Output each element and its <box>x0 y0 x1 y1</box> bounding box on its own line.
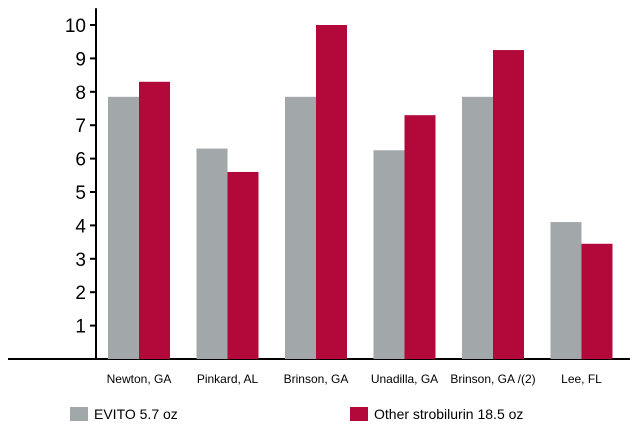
y-tick-label: 6 <box>75 150 86 171</box>
legend-swatch-other-strobilurin <box>350 407 368 421</box>
bar <box>404 115 436 360</box>
x-tick-label: Brinson, GA <box>284 372 349 386</box>
x-tick-label: Brinson, GA /(2) <box>450 372 535 386</box>
y-tick-label: 10 <box>65 16 86 37</box>
legend-item-other-strobilurin: Other strobilurin 18.5 oz <box>350 404 523 424</box>
legend-item-evito: EVITO 5.7 oz <box>70 404 178 424</box>
x-tick-label: Newton, GA <box>107 372 172 386</box>
bar <box>550 222 582 359</box>
legend-swatch-evito <box>70 407 88 421</box>
y-axis-ticks: 1 2 3 4 5 6 7 8 9 10 <box>65 16 96 338</box>
bar <box>373 150 405 359</box>
x-tick-label: Lee, FL <box>561 372 602 386</box>
x-tick-label: Pinkard, AL <box>197 372 259 386</box>
y-tick-label: 3 <box>75 250 86 271</box>
bar <box>462 96 493 359</box>
bar <box>227 171 259 359</box>
y-tick-label: 4 <box>75 216 86 237</box>
y-tick-label: 8 <box>75 83 86 104</box>
bar <box>285 96 316 359</box>
y-tick-label: 5 <box>75 183 86 204</box>
bar <box>581 243 613 359</box>
bar <box>139 81 170 359</box>
bar <box>196 148 228 359</box>
legend-label-other-strobilurin: Other strobilurin 18.5 oz <box>374 406 524 422</box>
legend-label-evito: EVITO 5.7 oz <box>94 406 178 422</box>
x-tick-label: Unadilla, GA <box>371 372 438 386</box>
chart-bars <box>108 25 613 360</box>
bar <box>493 50 524 360</box>
y-tick-label: 2 <box>75 283 86 304</box>
y-tick-label: 9 <box>75 49 86 70</box>
y-tick-label: 1 <box>75 317 86 338</box>
bar <box>108 96 139 359</box>
bar <box>316 25 347 359</box>
x-axis-labels: Newton, GA Pinkard, AL Brinson, GA Unadilla… <box>107 372 603 386</box>
y-tick-label: 7 <box>75 116 86 137</box>
